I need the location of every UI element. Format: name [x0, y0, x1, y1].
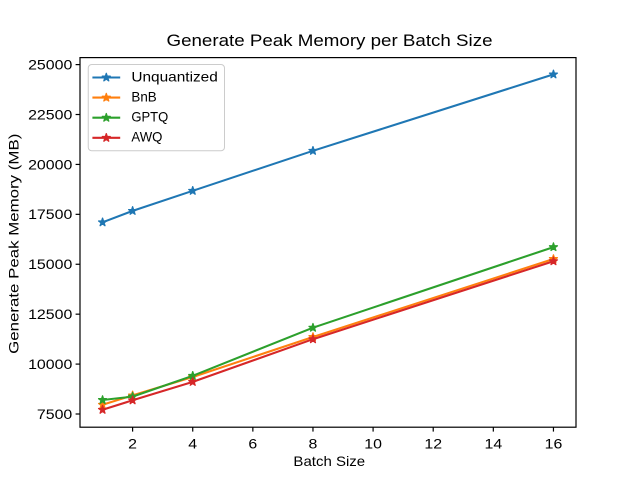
svg-text:Unquantized: Unquantized: [131, 68, 217, 84]
svg-text:16: 16: [545, 435, 563, 451]
svg-text:8: 8: [309, 435, 318, 451]
svg-text:4: 4: [188, 435, 197, 451]
svg-text:20000: 20000: [28, 156, 72, 172]
svg-text:7500: 7500: [37, 406, 73, 422]
svg-text:10000: 10000: [28, 356, 72, 372]
svg-text:AWQ: AWQ: [131, 129, 162, 145]
svg-text:12: 12: [424, 435, 442, 451]
svg-text:Generate Peak Memory per Batch: Generate Peak Memory per Batch Size: [167, 31, 493, 50]
svg-text:15000: 15000: [28, 256, 72, 272]
svg-text:Batch Size: Batch Size: [293, 453, 365, 469]
svg-text:25000: 25000: [28, 57, 72, 73]
svg-text:2: 2: [128, 435, 137, 451]
svg-text:12500: 12500: [28, 306, 72, 322]
svg-text:22500: 22500: [28, 106, 72, 122]
svg-text:17500: 17500: [28, 206, 72, 222]
svg-text:BnB: BnB: [131, 88, 156, 104]
svg-text:6: 6: [248, 435, 257, 451]
svg-text:14: 14: [484, 435, 502, 451]
svg-text:10: 10: [364, 435, 382, 451]
svg-text:GPTQ: GPTQ: [131, 109, 168, 125]
svg-text:Generate Peak Memory (MB): Generate Peak Memory (MB): [5, 134, 21, 354]
